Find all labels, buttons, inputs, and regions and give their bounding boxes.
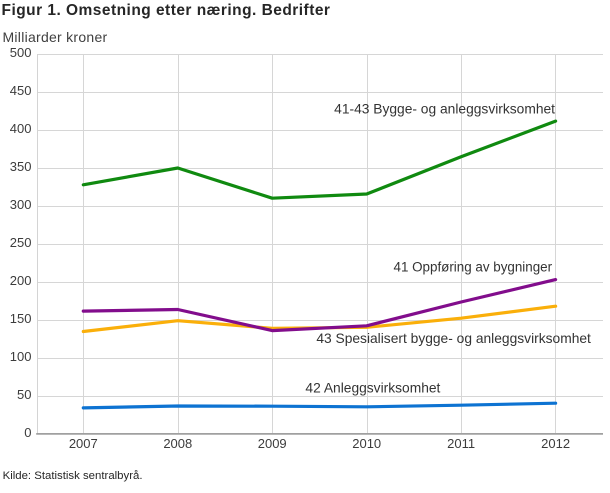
svg-text:41 Oppføring av bygninger: 41 Oppføring av bygninger: [394, 260, 553, 275]
svg-text:350: 350: [10, 159, 32, 174]
svg-text:100: 100: [10, 349, 32, 364]
svg-text:150: 150: [10, 311, 32, 326]
svg-text:0: 0: [24, 425, 31, 440]
svg-text:Milliarder kroner: Milliarder kroner: [3, 29, 108, 45]
svg-text:300: 300: [10, 197, 32, 212]
svg-text:2008: 2008: [163, 436, 192, 451]
svg-text:50: 50: [17, 387, 31, 402]
svg-text:2011: 2011: [447, 436, 475, 451]
svg-text:2012: 2012: [541, 436, 570, 451]
svg-text:500: 500: [10, 45, 32, 60]
svg-text:200: 200: [10, 273, 32, 288]
svg-text:Kilde: Statistisk sentralbyrå.: Kilde: Statistisk sentralbyrå.: [3, 470, 143, 482]
svg-text:41-43 Bygge- og anleggsvirksom: 41-43 Bygge- og anleggsvirksomhet: [334, 101, 555, 116]
svg-text:2007: 2007: [69, 436, 98, 451]
svg-text:250: 250: [10, 235, 32, 250]
svg-text:450: 450: [10, 83, 32, 98]
svg-text:Figur 1. Omsetning etter nærin: Figur 1. Omsetning etter næring. Bedrift…: [2, 2, 331, 19]
svg-text:400: 400: [10, 121, 32, 136]
svg-text:42 Anleggsvirksomhet: 42 Anleggsvirksomhet: [305, 380, 440, 395]
svg-text:43 Spesialisert bygge- og anle: 43 Spesialisert bygge- og anleggsvirksom…: [316, 331, 591, 346]
svg-text:2009: 2009: [258, 436, 287, 451]
svg-text:2010: 2010: [352, 436, 381, 451]
